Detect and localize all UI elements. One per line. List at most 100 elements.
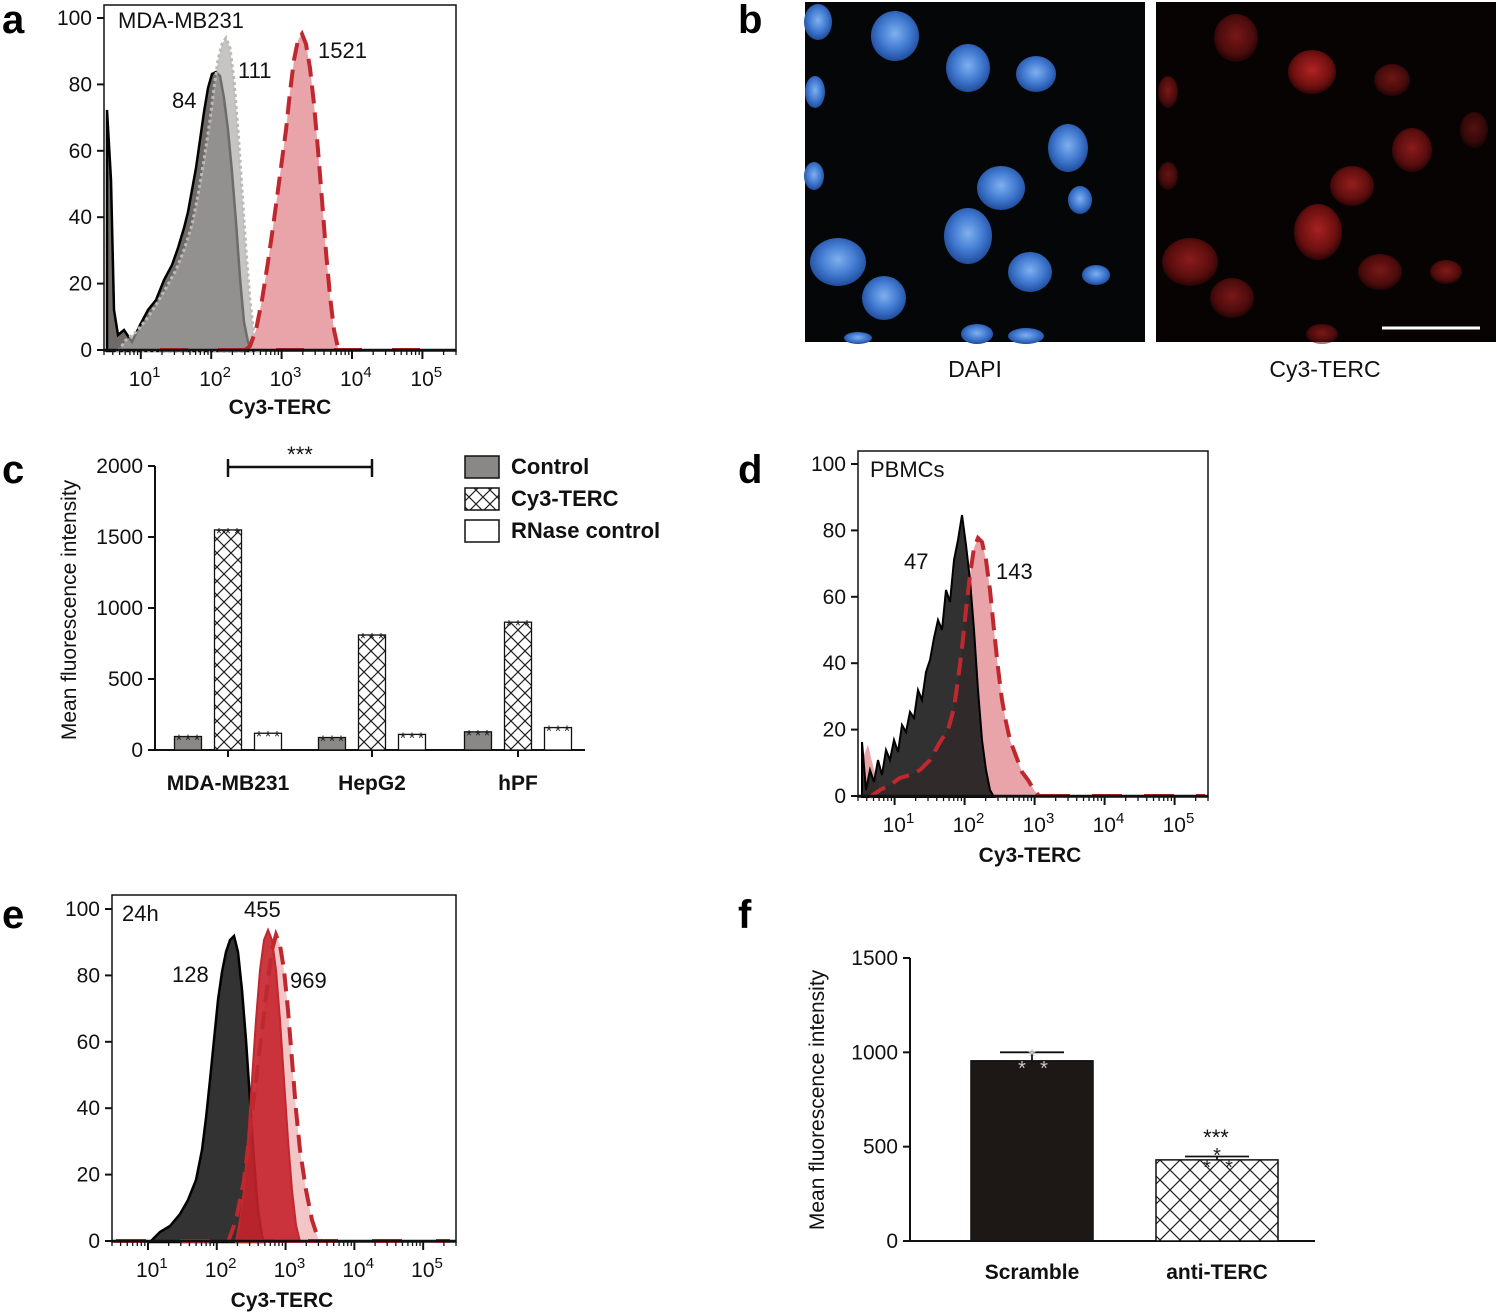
y-tick-label: 20 <box>823 719 846 742</box>
annotation-111: 111 <box>238 58 271 83</box>
cy3-nucleus <box>1158 76 1178 108</box>
y-tick-label: 500 <box>108 668 143 691</box>
y-tick-label: 80 <box>823 519 846 542</box>
data-point-marker: * <box>185 733 191 750</box>
data-point-marker: * <box>1203 1157 1211 1179</box>
y-tick-label: 1500 <box>96 526 143 549</box>
plot-title-e: 24h <box>122 901 159 926</box>
x-tick-exponent: 2 <box>228 1255 236 1272</box>
data-point-marker: * <box>1028 1046 1036 1068</box>
x-category-label: anti-TERC <box>1166 1261 1268 1284</box>
bar <box>253 732 283 751</box>
y-tick-label: 0 <box>80 339 92 362</box>
annotation-128: 128 <box>172 962 209 987</box>
data-point-marker: * <box>546 724 552 741</box>
x-category-label: hPF <box>498 772 538 795</box>
legend-cy3-swatch <box>464 487 500 511</box>
x-tick-label: 105 <box>410 364 442 391</box>
x-category-label: HepG2 <box>338 772 406 795</box>
data-point-marker: * <box>400 730 406 747</box>
data-point-marker: * <box>475 728 481 745</box>
cy3-nucleus <box>1374 64 1410 96</box>
x-tick-exponent: 5 <box>435 1255 443 1272</box>
x-tick-label: 101 <box>136 1255 168 1282</box>
data-point-marker: * <box>274 729 280 746</box>
annotation-143: 143 <box>996 559 1033 584</box>
y-tick-label: 40 <box>77 1097 100 1120</box>
y-tick-label: 1000 <box>851 1041 898 1064</box>
legend-control-label: Control <box>511 454 589 479</box>
cy3-nucleus <box>1294 204 1342 260</box>
data-point-marker: * <box>225 526 231 543</box>
dapi-nucleus <box>871 11 919 61</box>
data-point-marker: * <box>1018 1058 1026 1080</box>
bar <box>357 634 387 751</box>
dapi-nucleus <box>1068 186 1092 214</box>
bar <box>1155 1159 1279 1242</box>
annotation-455: 455 <box>244 897 281 922</box>
bar-chart-f: ****** <box>909 958 1315 1242</box>
data-point-marker: * <box>234 526 240 543</box>
x-tick-label: 103 <box>1023 810 1055 837</box>
bar <box>317 736 347 751</box>
plot-title-a: MDA-MB231 <box>118 8 244 33</box>
legend-cy3-label: Cy3-TERC <box>511 486 619 511</box>
dapi-nucleus <box>1082 265 1110 285</box>
bar <box>463 731 493 751</box>
x-tick-label: 104 <box>340 364 372 391</box>
data-point-marker: * <box>418 730 424 747</box>
panel-letter-f: f <box>738 893 752 937</box>
cy3-nucleus <box>1158 162 1178 190</box>
x-tick-label: 101 <box>883 810 915 837</box>
dapi-nucleus <box>977 166 1025 210</box>
cy3-histogram-outline <box>242 29 344 353</box>
data-point-marker: * <box>466 728 472 745</box>
x-tick-label: 101 <box>129 364 161 391</box>
x-tick-exponent: 3 <box>1046 810 1054 827</box>
dapi-nuclei <box>804 4 1110 344</box>
dapi-nucleus <box>961 324 993 344</box>
y-tick-label: 40 <box>69 206 92 229</box>
bar <box>503 621 533 751</box>
x-tick-label: 104 <box>1093 810 1125 837</box>
annotation-47: 47 <box>904 549 928 574</box>
data-point-marker: * <box>320 734 326 751</box>
significance-label-c: *** <box>287 442 313 467</box>
x-tick-label: 104 <box>342 1255 374 1282</box>
y-tick-label: 0 <box>131 739 143 762</box>
y-tick-label: 60 <box>823 586 846 609</box>
y-tick-label: 100 <box>811 453 846 476</box>
cy3-nucleus <box>1214 14 1258 62</box>
data-point-marker: * <box>555 724 561 741</box>
x-tick-label: 105 <box>411 1255 443 1282</box>
flow-histogram-d <box>857 450 1209 799</box>
flow-histogram-a <box>103 4 457 353</box>
legend-rnase-swatch <box>464 519 500 543</box>
data-point-marker: * <box>1040 1058 1048 1080</box>
x-tick-exponent: 5 <box>1186 810 1194 827</box>
x-axis-label-e: Cy3-TERC <box>231 1289 334 1312</box>
data-point-marker: * <box>369 631 375 648</box>
x-tick-exponent: 4 <box>1116 810 1124 827</box>
x-tick-label: 102 <box>199 364 231 391</box>
y-tick-label: 0 <box>886 1230 898 1253</box>
x-axis-label-d: Cy3-TERC <box>979 844 1082 867</box>
micrograph-panel <box>804 2 1496 344</box>
flow-histogram-e <box>111 894 457 1244</box>
dapi-nucleus <box>946 44 990 92</box>
y-tick-label: 80 <box>69 73 92 96</box>
cy3-nucleus <box>1288 50 1336 94</box>
dapi-nucleus <box>805 76 825 108</box>
dapi-nucleus <box>1008 252 1052 292</box>
y-tick-label: 500 <box>863 1136 898 1159</box>
dapi-nucleus <box>804 162 824 190</box>
dapi-nucleus <box>944 208 992 264</box>
x-axis-label-a: Cy3-TERC <box>229 396 332 419</box>
dapi-nucleus <box>1048 124 1088 172</box>
dapi-label: DAPI <box>948 356 1002 382</box>
x-tick-exponent: 5 <box>434 364 442 381</box>
cy3-nucleus <box>1306 324 1338 344</box>
dapi-nucleus <box>804 4 832 40</box>
data-point-marker: * <box>378 631 384 648</box>
